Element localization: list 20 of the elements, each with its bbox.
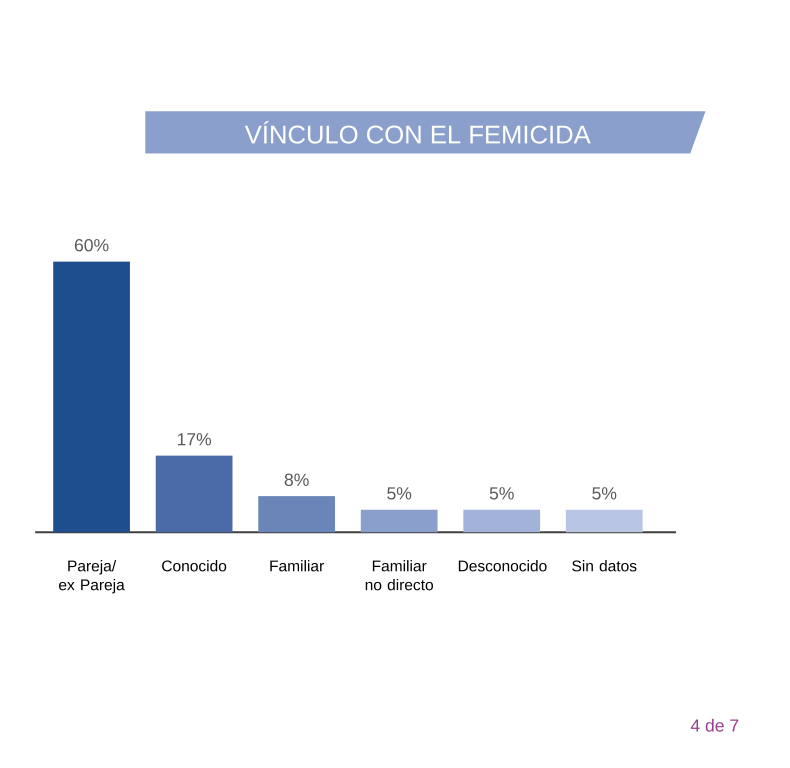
bar [258, 496, 336, 533]
data-label: 5% [490, 487, 514, 500]
x-tick-label: Conocido [162, 560, 226, 572]
x-tick-label: Pareja/ ex Pareja [59, 560, 125, 594]
x-tick-label: Familiar [270, 560, 324, 572]
data-label: 8% [284, 474, 309, 486]
chart-title: VÍNCULO CON EL FEMICIDA [244, 121, 591, 144]
text: 4 de 7 [690, 719, 738, 732]
x-tick-label: Desconocido [458, 560, 547, 572]
data-label: 5% [387, 487, 412, 500]
data-label: 17% [178, 433, 212, 446]
bar [360, 510, 438, 533]
bar [156, 456, 232, 533]
bar [53, 262, 130, 533]
x-tick-label: Familiar no directo [366, 560, 434, 591]
x-tick-label: Sin datos [572, 560, 636, 572]
bar [463, 510, 540, 533]
data-label: 5% [592, 487, 616, 500]
data-label: 60% [74, 239, 108, 252]
bar [566, 510, 643, 533]
